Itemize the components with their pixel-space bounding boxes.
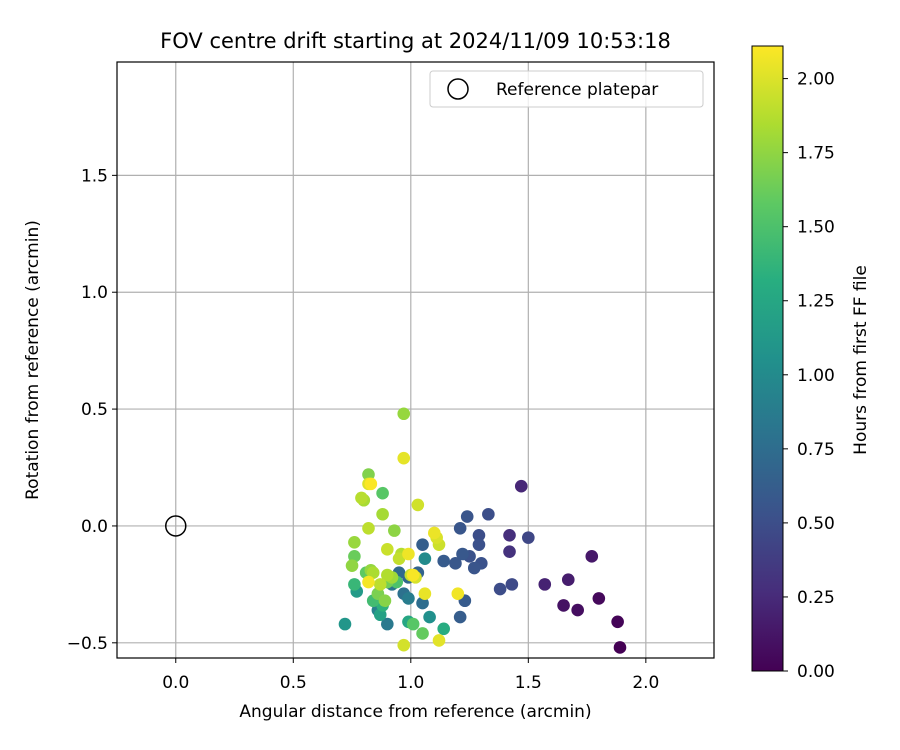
data-point <box>503 545 516 558</box>
data-point <box>514 479 528 493</box>
data-point <box>418 587 432 601</box>
reference-point <box>165 515 187 537</box>
legend-marker <box>447 78 469 100</box>
colorbar-tick-label: 0.25 <box>797 588 835 608</box>
y-tick-label: 1.5 <box>81 166 108 186</box>
x-axis-ticks: 0.0 0.5 1.0 1.5 2.0 <box>162 658 659 693</box>
data-point <box>376 486 389 500</box>
data-point <box>472 538 486 551</box>
data-point <box>397 451 411 465</box>
colorbar-tick-label: 1.00 <box>797 366 835 386</box>
data-point <box>345 559 359 572</box>
plot-frame <box>116 61 715 659</box>
y-tick-label: 1.0 <box>81 283 108 303</box>
data-point <box>432 634 446 647</box>
data-point <box>503 528 516 542</box>
colorbar-tick-label: 0.75 <box>797 440 835 460</box>
data-point <box>460 510 474 523</box>
data-point <box>364 477 378 491</box>
data-point <box>467 561 481 575</box>
data-point <box>355 491 368 505</box>
x-tick-label: 0.0 <box>162 673 189 693</box>
data-point <box>428 526 441 540</box>
x-tick-label: 0.5 <box>280 673 307 693</box>
data-point <box>402 547 415 561</box>
y-axis-ticks: −0.5 0.0 0.5 1.0 1.5 <box>67 166 117 654</box>
data-point <box>416 627 429 640</box>
colorbar-label: Hours from first FF file <box>851 265 871 455</box>
data-point <box>376 507 389 521</box>
data-point <box>493 582 507 596</box>
data-point <box>505 578 519 591</box>
legend-box <box>429 70 704 108</box>
data-point <box>397 638 411 652</box>
y-tick-label: 0.5 <box>81 400 108 420</box>
data-point <box>437 622 451 636</box>
colorbar-ticks: 0.00 0.25 0.50 0.75 1.00 1.25 1.50 1.75 2.00 <box>783 70 835 682</box>
data-point <box>585 550 599 563</box>
x-tick-label: 2.0 <box>632 673 659 693</box>
x-tick-label: 1.0 <box>397 673 424 693</box>
data-point <box>406 617 420 631</box>
data-point <box>557 599 570 612</box>
colorbar-tick-label: 0.00 <box>797 662 835 682</box>
data-point <box>416 538 429 551</box>
data-point <box>397 407 411 421</box>
data-point <box>418 552 432 565</box>
legend: Reference platepar <box>429 70 704 108</box>
data-point <box>348 536 361 549</box>
data-point <box>437 554 451 568</box>
data-point <box>411 498 425 512</box>
data-point <box>338 617 352 631</box>
data-point <box>453 610 467 624</box>
data-point <box>362 575 375 589</box>
colorbar-tick-label: 1.25 <box>797 292 835 312</box>
data-point <box>402 592 415 605</box>
colorbar-tick-label: 1.75 <box>797 144 835 164</box>
data-point <box>538 578 552 591</box>
data-point <box>522 531 535 544</box>
colorbar: 0.00 0.25 0.50 0.75 1.00 1.25 1.50 1.75 2.00 Hou… <box>751 45 871 682</box>
data-point <box>613 641 627 654</box>
data-point <box>482 507 495 521</box>
colorbar-tick-label: 0.50 <box>797 514 835 534</box>
data-point <box>362 521 375 535</box>
data-point <box>611 615 624 629</box>
data-point <box>392 552 406 565</box>
x-tick-label: 1.5 <box>515 673 542 693</box>
data-point <box>380 617 394 631</box>
data-point <box>406 568 420 582</box>
data-point <box>451 587 465 601</box>
data-point <box>380 543 394 556</box>
data-point <box>373 578 387 591</box>
y-tick-label: −0.5 <box>67 634 108 654</box>
grid-lines <box>117 62 714 658</box>
data-point <box>472 528 486 542</box>
colorbar-gradient <box>751 45 784 672</box>
y-axis-label: Rotation from reference (arcmin) <box>23 220 43 500</box>
x-axis-label: Angular distance from reference (arcmin) <box>239 702 591 722</box>
chart-title: FOV centre drift starting at 2024/11/09 … <box>160 29 671 53</box>
data-point <box>378 594 392 608</box>
data-point <box>561 573 575 587</box>
legend-label: Reference platepar <box>496 80 658 100</box>
data-point <box>348 578 361 591</box>
y-tick-label: 0.0 <box>81 517 108 537</box>
data-point <box>366 566 380 579</box>
reference-marker <box>165 515 187 537</box>
data-point <box>423 610 436 624</box>
data-point <box>380 568 394 582</box>
colorbar-tick-label: 2.00 <box>797 70 835 90</box>
data-point <box>388 524 401 537</box>
data-point <box>453 521 467 535</box>
data-point <box>592 592 606 605</box>
data-point <box>571 603 584 617</box>
data-point <box>449 557 462 570</box>
colorbar-tick-label: 1.50 <box>797 218 835 238</box>
data-point <box>456 547 469 561</box>
scatter-points <box>338 407 627 654</box>
